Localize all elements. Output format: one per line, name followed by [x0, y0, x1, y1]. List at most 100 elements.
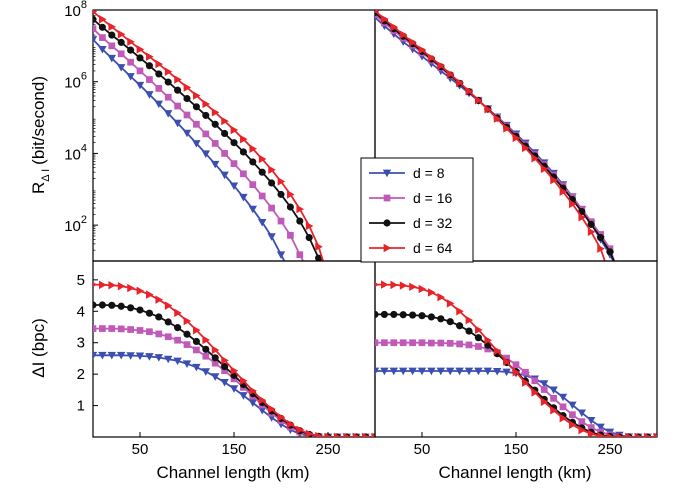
data-point	[192, 140, 201, 148]
data-point	[117, 325, 125, 333]
data-point	[334, 432, 342, 437]
data-point	[296, 251, 304, 259]
top-y-axis-label: RΔ I (bit/second)	[29, 76, 52, 194]
data-point	[240, 134, 248, 144]
data-point	[248, 399, 257, 407]
legend-marker	[383, 243, 392, 253]
data-point	[484, 336, 492, 345]
data-point	[93, 351, 98, 360]
data-point	[240, 376, 248, 385]
data-point	[249, 158, 257, 166]
data-point	[493, 367, 502, 376]
data-point	[389, 367, 398, 376]
data-point	[230, 160, 238, 167]
data-point	[399, 30, 408, 39]
data-point	[155, 330, 163, 338]
series-group	[375, 10, 616, 261]
legend-entry: d = 64	[369, 240, 453, 256]
data-point	[503, 124, 511, 133]
data-point	[540, 386, 548, 393]
data-point	[559, 403, 567, 411]
data-point	[155, 85, 163, 92]
data-point	[559, 413, 568, 423]
data-point	[211, 354, 219, 362]
data-point	[164, 301, 173, 310]
data-point	[277, 217, 285, 225]
data-point	[221, 356, 229, 365]
data-point	[540, 380, 549, 388]
data-point	[456, 322, 464, 330]
y-tick-label: 104	[64, 142, 87, 163]
data-point	[173, 357, 182, 366]
data-point	[475, 325, 483, 335]
data-point	[502, 368, 511, 377]
data-point	[559, 187, 568, 196]
data-point	[164, 355, 173, 364]
data-point	[390, 22, 398, 32]
axes-frame	[92, 9, 376, 262]
data-point	[578, 425, 586, 435]
data-point	[522, 143, 530, 153]
data-point	[154, 100, 163, 109]
data-point	[409, 339, 416, 347]
data-point	[146, 76, 153, 83]
data-point	[531, 388, 539, 397]
data-point	[211, 108, 220, 117]
series-group	[93, 280, 375, 437]
data-point	[117, 30, 126, 39]
data-point	[268, 179, 276, 187]
data-point	[211, 345, 220, 355]
data-point	[126, 73, 135, 81]
data-point	[399, 311, 407, 319]
data-point	[258, 396, 267, 405]
legend-marker	[383, 219, 391, 227]
data-point	[493, 114, 502, 123]
data-point	[174, 336, 181, 344]
x-tick-label: 150	[503, 441, 528, 458]
data-point	[267, 233, 276, 241]
data-point	[437, 339, 445, 347]
data-point	[164, 78, 172, 86]
data-point	[146, 52, 154, 61]
y-tick-label: 108	[64, 0, 87, 20]
data-point	[174, 308, 182, 318]
data-point	[375, 282, 380, 287]
y-tick-label: 102	[64, 214, 87, 235]
data-point	[117, 64, 126, 72]
data-point	[221, 116, 229, 126]
data-point	[136, 54, 144, 62]
series-group	[93, 10, 324, 261]
data-point	[258, 192, 266, 200]
y-tick-base: 10	[64, 3, 81, 20]
data-point	[239, 392, 248, 400]
data-point	[99, 325, 106, 332]
data-point	[211, 140, 219, 147]
data-point	[418, 312, 426, 320]
series-line-d16	[375, 341, 657, 437]
legend-label: d = 64	[413, 240, 453, 256]
data-point	[437, 61, 445, 70]
data-point	[183, 83, 192, 92]
data-point	[93, 15, 97, 23]
data-point	[503, 354, 510, 362]
data-point	[164, 110, 173, 118]
data-point	[512, 361, 520, 369]
data-point	[155, 313, 163, 321]
data-point	[239, 148, 247, 156]
data-point	[93, 10, 98, 14]
data-point	[98, 301, 106, 309]
data-point	[230, 125, 239, 135]
data-point	[174, 324, 182, 332]
data-point	[343, 432, 351, 437]
data-point	[145, 309, 153, 317]
series-line-d8	[93, 354, 375, 437]
data-point	[174, 75, 182, 84]
data-point	[108, 281, 116, 290]
data-point	[93, 301, 97, 309]
data-point	[221, 363, 229, 371]
legend-marker	[383, 194, 391, 202]
data-point	[108, 325, 116, 332]
data-point	[229, 385, 239, 393]
data-point	[315, 254, 323, 261]
